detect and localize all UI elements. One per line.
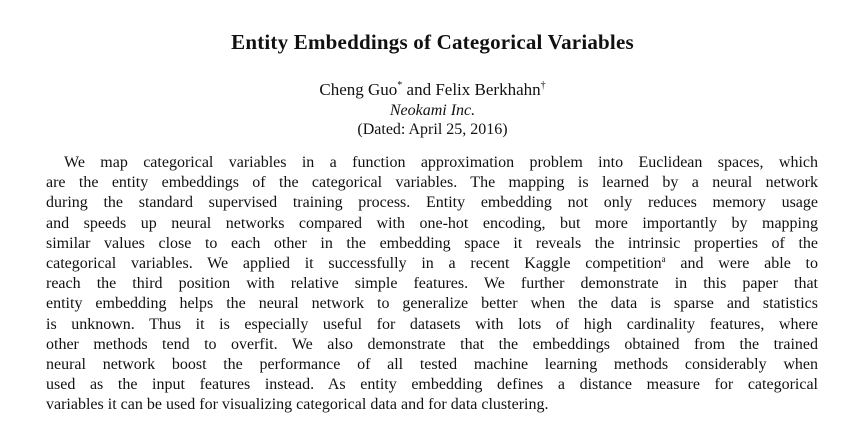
abstract-line: and speeds up neural networks compared w… [46,214,818,232]
kaggle-footnote-mark[interactable]: a [661,254,666,265]
abstract-line-tail: and were able to [665,255,818,273]
author-1-footnote-mark: * [397,80,403,91]
abstract-line-with-footnote: categorical variables. We applied it suc… [46,254,818,274]
author-2-footnote-mark: † [540,80,546,91]
abstract-line: We map categorical variables in a functi… [64,154,818,171]
abstract-line: used as the input features instead. As e… [46,376,818,394]
abstract-line: neural network boost the performance of … [46,356,818,374]
abstract-line: during the standard supervised training … [46,194,818,212]
abstract-line: are the entity embeddings of the categor… [46,174,818,192]
abstract: We map categorical variables in a functi… [46,153,818,416]
abstract-line-text: categorical variables. We applied it suc… [46,255,662,273]
paper-title: Entity Embeddings of Categorical Variabl… [231,30,634,54]
date-line: (Dated: April 25, 2016) [357,121,508,138]
abstract-line: other methods tend to overfit. We also d… [46,335,818,353]
abstract-line: entity embedding helps the neural networ… [46,295,818,313]
author-1-name: Cheng Guo [319,80,398,99]
abstract-line: variables it can be used for visualizing… [46,396,549,414]
abstract-line: reach the third position with relative s… [46,275,818,293]
affiliation: Neokami Inc. [389,102,476,119]
abstract-line: is unknown. Thus it is especially useful… [46,315,818,333]
abstract-line: similar values close to each other in th… [46,234,818,252]
author-line: Cheng Guo* and Felix Berkhahn† [0,80,865,100]
author-connector: and [406,80,432,99]
author-2-name: Felix Berkhahn [435,80,541,99]
